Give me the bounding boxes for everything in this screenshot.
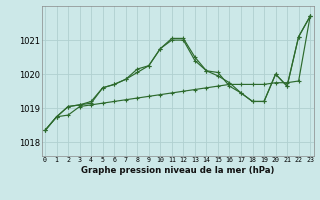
X-axis label: Graphe pression niveau de la mer (hPa): Graphe pression niveau de la mer (hPa)	[81, 166, 274, 175]
